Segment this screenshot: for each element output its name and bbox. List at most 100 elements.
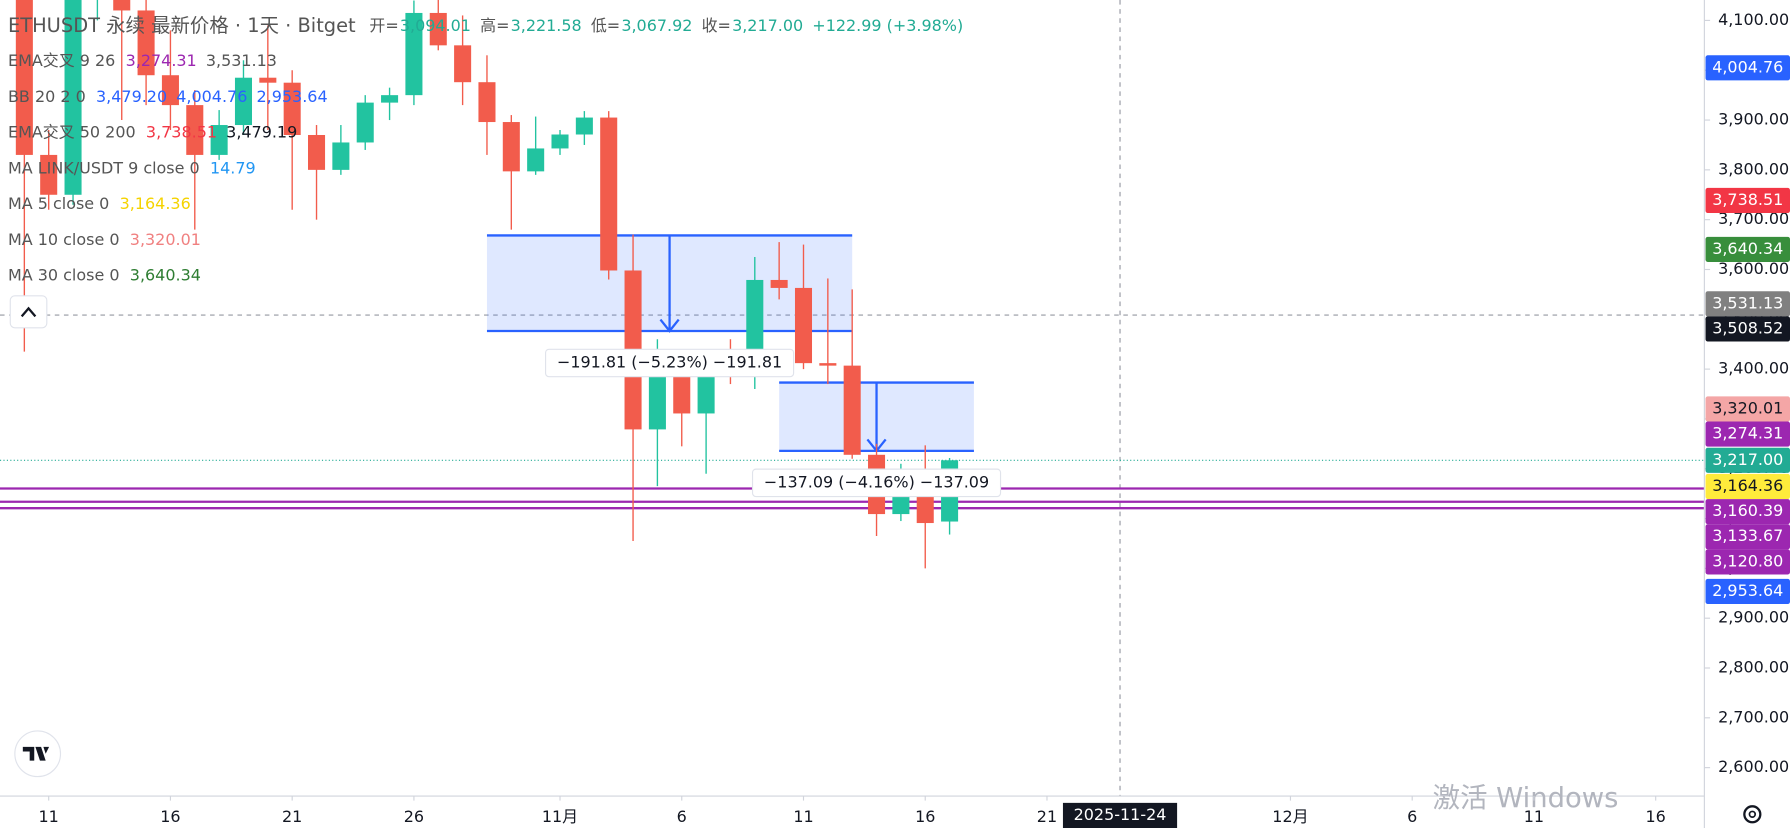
y-tick-label: 3,600.00 xyxy=(1718,259,1789,278)
scroll-up-button[interactable] xyxy=(9,295,48,329)
ohlc-value: 3,217.00 xyxy=(732,16,803,35)
candle-body xyxy=(429,12,447,46)
y-tick-label: 2,800.00 xyxy=(1718,657,1789,676)
candle-body xyxy=(381,95,399,103)
candle-body xyxy=(40,154,58,195)
y-tick-label: 3,700.00 xyxy=(1718,209,1789,228)
price-tag xyxy=(1705,499,1790,525)
indicator-value: 14.79 xyxy=(210,158,256,177)
ohlc-value: 3,221.58 xyxy=(511,16,582,35)
y-tick-label: 3,900.00 xyxy=(1718,110,1789,129)
x-tick-label: 16 xyxy=(1646,807,1666,826)
crosshair-time-label: 2025-11-24 xyxy=(1074,805,1167,824)
overlay: −191.81 (−5.23%) −191.81 −137.09 (−4.16%)… xyxy=(544,348,1002,498)
indicator-name: MA 5 close 0 xyxy=(8,194,109,213)
indicator-name: MA 30 close 0 xyxy=(8,266,120,285)
candle-body xyxy=(527,148,545,172)
price-tag-label: 3,640.34 xyxy=(1712,239,1783,258)
plot-area xyxy=(0,0,1705,797)
candle-body xyxy=(648,360,666,430)
candle-body xyxy=(478,82,496,123)
indicator-value: 3,479.19 xyxy=(226,123,297,142)
price-tag-label: 3,164.36 xyxy=(1712,476,1783,495)
legend: ETHUSDT 永续 最新价格 · 1天 · Bitget 开= 3,094.01 高… xyxy=(8,14,963,285)
settings-button[interactable] xyxy=(1743,805,1762,824)
indicator-value: 3,164.36 xyxy=(120,194,191,213)
ohlc-label: 低= xyxy=(591,16,620,35)
candle-body xyxy=(551,134,569,149)
gear-outer xyxy=(1743,805,1762,824)
indicator-value: 3,640.34 xyxy=(130,266,201,285)
price-tag xyxy=(1705,473,1790,500)
price-tag xyxy=(1705,316,1790,342)
price-tag xyxy=(1705,578,1790,605)
button-box[interactable] xyxy=(9,295,48,329)
candle-body xyxy=(15,0,33,155)
price-tag xyxy=(1705,447,1790,473)
indicator-name: EMA交叉 50 200 xyxy=(8,123,136,142)
price-tag-label: 3,133.67 xyxy=(1712,526,1783,545)
indicator-value: 3,479.20 xyxy=(96,87,167,106)
candle-body xyxy=(332,142,350,170)
price-tag xyxy=(1705,55,1790,81)
x-tick-label: 6 xyxy=(1407,807,1417,826)
candle-body xyxy=(259,77,277,83)
x-tick-label: 21 xyxy=(1037,807,1057,826)
logo-mark xyxy=(22,746,50,761)
title: ETHUSDT 永续 最新价格 · 1天 · Bitget xyxy=(8,14,356,37)
measure-label-box xyxy=(751,468,1002,498)
candle-body xyxy=(819,363,837,366)
indicator-name: EMA交叉 9 26 xyxy=(8,51,115,70)
indicator-name: BB 20 2 0 xyxy=(8,87,86,106)
y-tick-label: 4,100.00 xyxy=(1718,10,1789,29)
y-tick-label: 2,700.00 xyxy=(1718,707,1789,726)
price-tag-label: 3,508.52 xyxy=(1712,318,1783,337)
price-tag xyxy=(1705,236,1790,262)
x-tick-label: 16 xyxy=(915,807,935,826)
x-tick-label: 16 xyxy=(160,807,180,826)
candle-body xyxy=(770,279,788,288)
indicator-value: 3,738.51 xyxy=(146,123,217,142)
indicator-value: 3,531.13 xyxy=(206,51,277,70)
measure-label: −137.09 (−4.16%) −137.09 xyxy=(764,472,989,491)
price-tag xyxy=(1705,396,1790,422)
price-tag-label: 4,004.76 xyxy=(1712,57,1783,76)
change: +122.99 (+3.98%) xyxy=(812,16,963,35)
x-tick-label: 11 xyxy=(39,807,59,826)
tv-logo[interactable] xyxy=(14,730,62,778)
ohlc-label: 高= xyxy=(480,16,509,35)
candle-body xyxy=(186,105,204,155)
candle-body xyxy=(405,12,423,96)
candle-body xyxy=(843,365,861,455)
x-tick-label: 6 xyxy=(677,807,687,826)
candle-body xyxy=(454,45,472,83)
price-tag-label: 3,120.80 xyxy=(1712,551,1783,570)
price-tag-label: 3,320.01 xyxy=(1712,398,1783,417)
x-tick-label: 21 xyxy=(282,807,302,826)
x-tick-label: 26 xyxy=(404,807,424,826)
price-tag xyxy=(1705,187,1790,214)
indicator-name: MA LINK/USDT 9 close 0 xyxy=(8,158,200,177)
price-tag xyxy=(1705,549,1790,575)
indicator-value: 3,320.01 xyxy=(130,230,201,249)
measure-label: −191.81 (−5.23%) −191.81 xyxy=(557,352,782,371)
y-tick-label: 3,800.00 xyxy=(1718,159,1789,178)
candle-body xyxy=(161,75,179,106)
y-tick-label: 3,400.00 xyxy=(1718,359,1789,378)
candle-body xyxy=(502,122,520,172)
candle-body xyxy=(600,117,618,271)
indicator-value: 4,004.76 xyxy=(176,87,247,106)
chevron-icon xyxy=(20,306,37,318)
candle-body xyxy=(283,82,301,135)
price-tag-label: 2,953.64 xyxy=(1712,581,1783,600)
indicator-value: 2,953.64 xyxy=(257,87,328,106)
x-tick-label: 11 xyxy=(1524,807,1544,826)
candle-body xyxy=(575,117,593,135)
candle-body xyxy=(210,125,228,155)
price-tag-label: 3,738.51 xyxy=(1712,190,1783,209)
ohlc-label: 开= xyxy=(369,16,398,35)
y-tick-label: 2,600.00 xyxy=(1718,757,1789,776)
